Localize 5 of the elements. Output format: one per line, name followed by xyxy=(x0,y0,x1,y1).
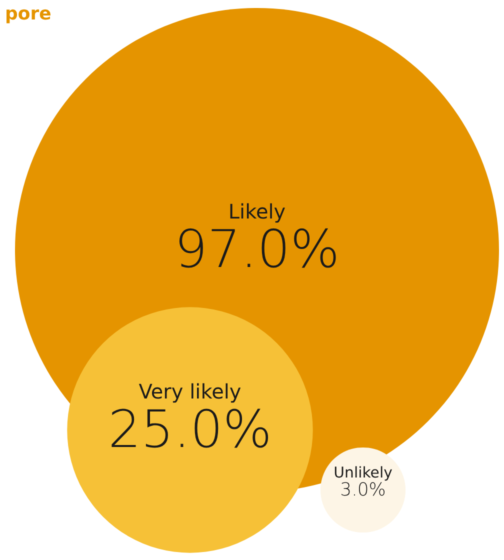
category-label: Very likely xyxy=(138,380,242,404)
data-label: 3.0% xyxy=(340,480,386,500)
category-label: Unlikely xyxy=(334,464,393,482)
text: pore xyxy=(5,4,52,24)
category-label: Likely xyxy=(228,199,286,224)
